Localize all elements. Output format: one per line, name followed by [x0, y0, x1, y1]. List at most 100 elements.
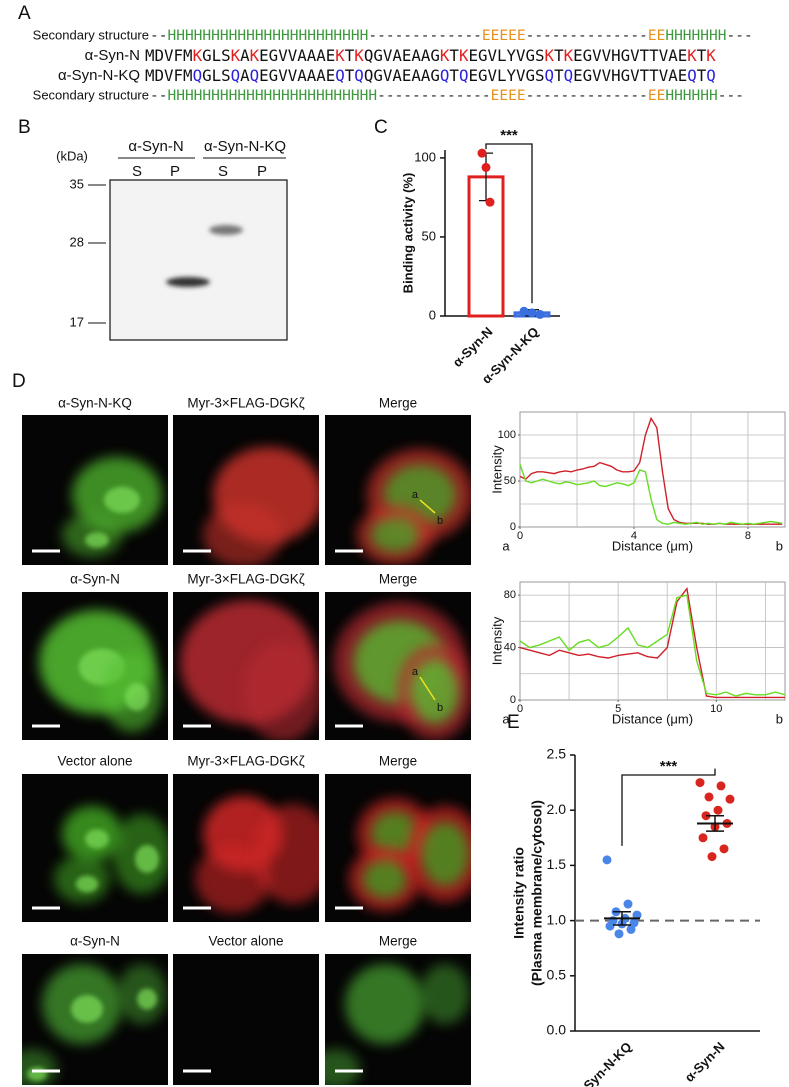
sequence-segment: Q — [440, 66, 450, 85]
micrograph — [173, 592, 319, 740]
y-axis-title: Intensity — [489, 445, 504, 494]
sequence-segment: K — [440, 46, 450, 65]
sequence-segment: Q — [706, 66, 716, 85]
panel-label: C — [374, 117, 388, 138]
sequence-segment: Q — [193, 66, 203, 85]
significance: *** — [500, 127, 518, 144]
sequence-segment: MDVFM — [145, 66, 193, 85]
sequence-segment: K — [459, 46, 469, 65]
blot-band — [166, 277, 210, 287]
profile-line — [519, 586, 785, 699]
sequence-segment: K — [687, 46, 697, 65]
sequence-segment: T — [345, 66, 355, 85]
sequence-segment: K — [354, 46, 364, 65]
cell — [420, 964, 470, 1024]
y-axis-title: Intensity — [489, 616, 504, 665]
lane-label: α-Syn-N — [128, 138, 183, 155]
x-tick-label: 5 — [615, 703, 621, 715]
y-axis-title: Intensity ratio — [511, 847, 527, 939]
nucleus — [135, 845, 159, 873]
cell-green — [371, 811, 419, 857]
data-point — [725, 794, 735, 804]
sequence-segment: T — [554, 46, 564, 65]
image-label: α-Syn-N — [70, 572, 120, 587]
x-tick-label: 0 — [517, 530, 523, 542]
profile-end: a — [412, 666, 419, 678]
cells — [39, 610, 162, 732]
sequence-segment: Q — [335, 66, 345, 85]
data-point — [602, 855, 612, 865]
significance-bracket — [485, 143, 533, 304]
blot-unit: (kDa) — [56, 148, 88, 163]
sequence-segment: EGVVHGVTTVAE — [573, 46, 687, 65]
data-point — [695, 778, 705, 788]
image-label: Merge — [379, 396, 417, 411]
cell — [253, 804, 319, 904]
sequence-segment: EGVVHGVTTVAE — [573, 66, 687, 85]
image-background — [173, 954, 319, 1085]
data-point — [716, 781, 726, 791]
sequence-segment: EGVVAAAE — [259, 46, 335, 65]
sequence-segment: QGVAEAAG — [364, 46, 440, 65]
cells — [195, 796, 319, 913]
nucleus — [104, 486, 140, 514]
sequence-segment: T — [697, 46, 707, 65]
sequence-segment: EGVLYVGS — [468, 46, 544, 65]
y-tick-label: 50 — [422, 228, 436, 243]
fraction-label: P — [257, 163, 267, 180]
sequence-segment: QGVAEAAG — [364, 66, 440, 85]
micrograph — [325, 954, 471, 1085]
profile-line — [519, 594, 786, 697]
y-tick-label: 2.5 — [547, 746, 567, 762]
image-label: Merge — [379, 572, 417, 587]
plot-frame — [519, 411, 786, 528]
profile-end: b — [437, 702, 443, 714]
sequence-segment: K — [193, 46, 203, 65]
x-tick-label: 10 — [710, 703, 722, 715]
sequence-segment: Q — [545, 66, 555, 85]
profile-line — [519, 464, 783, 525]
blot-membrane — [109, 179, 288, 341]
y-tick-label: 0 — [510, 694, 516, 706]
y-axis-title: (Plasma membrane/cytosol) — [529, 800, 545, 986]
sequence-segment: EGVVAAAE — [259, 66, 335, 85]
y-tick-label: 1.5 — [547, 856, 567, 872]
data-point — [713, 805, 723, 815]
micrograph: ab — [325, 415, 471, 565]
sequence-segment: Q — [250, 66, 260, 85]
x-tick-label: α-Syn-N — [682, 1039, 728, 1085]
data-point — [719, 844, 729, 854]
x-tick-label: 8 — [745, 530, 751, 542]
cells — [203, 447, 319, 565]
x-end-label: a — [502, 711, 510, 726]
sequence-segment: K — [250, 46, 260, 65]
data-point — [519, 306, 529, 316]
nucleus — [75, 875, 99, 893]
image-label: Merge — [379, 754, 417, 769]
sequence-segment: K — [564, 46, 574, 65]
image-label: Vector alone — [57, 754, 132, 769]
image-label: α-Syn-N-KQ — [58, 396, 132, 411]
sequence-segment: T — [554, 66, 564, 85]
sequence-segment: T — [345, 46, 355, 65]
sequence: MDVFMQGLSQAQEGVVAAAEQTQQGVAEAAGQTQEGVLYV… — [145, 66, 716, 85]
panel-label: D — [12, 371, 26, 392]
profile-end: a — [412, 489, 419, 501]
data-point — [477, 148, 487, 158]
y-tick-label: 2.0 — [547, 801, 567, 817]
cells — [22, 964, 167, 1085]
marker-label: 35 — [70, 176, 84, 191]
sequence-segment: T — [697, 66, 707, 85]
plot-frame — [519, 581, 786, 701]
sequence-segment: A — [240, 46, 250, 65]
sequence-segment: A — [240, 66, 250, 85]
y-tick-label: 80 — [504, 589, 516, 601]
image-label: Merge — [379, 934, 417, 949]
micrograph — [173, 774, 319, 922]
sequence-segment: MDVFM — [145, 46, 193, 65]
nucleus — [85, 532, 109, 548]
data-point — [527, 308, 537, 318]
data-point — [614, 929, 624, 939]
panel-label: B — [18, 117, 31, 138]
lane-label: α-Syn-N-KQ — [204, 138, 286, 155]
